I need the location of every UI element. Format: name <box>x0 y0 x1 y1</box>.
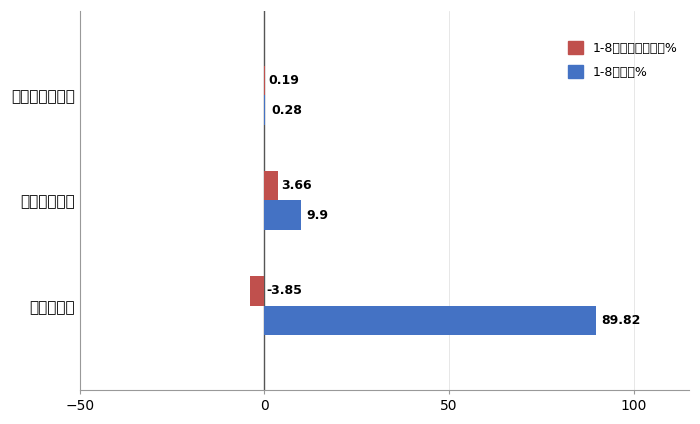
Text: 0.28: 0.28 <box>271 103 302 117</box>
Text: 89.82: 89.82 <box>601 314 641 327</box>
Text: 0.19: 0.19 <box>269 74 300 87</box>
Bar <box>265 306 596 335</box>
Bar <box>250 276 265 306</box>
Bar <box>265 171 278 201</box>
Text: 3.66: 3.66 <box>281 179 312 192</box>
Bar <box>265 201 301 230</box>
Text: 9.9: 9.9 <box>307 209 328 222</box>
Legend: 1-8月占比同比增减%, 1-8月占比%: 1-8月占比同比增减%, 1-8月占比% <box>563 36 682 84</box>
Text: -3.85: -3.85 <box>266 285 302 298</box>
